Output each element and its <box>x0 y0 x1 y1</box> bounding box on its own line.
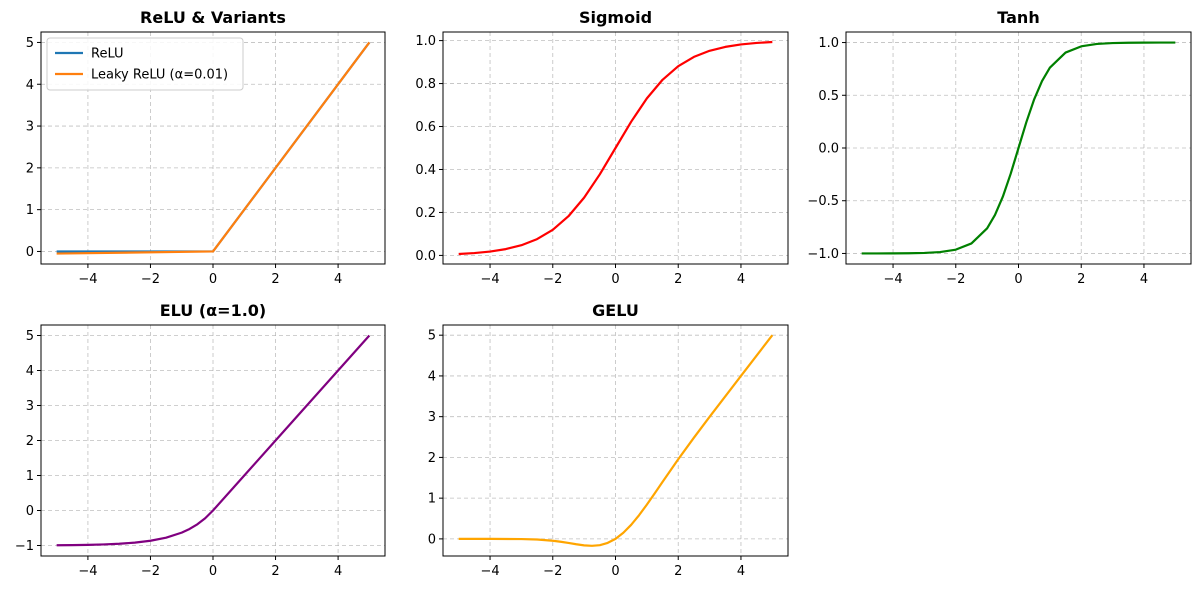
x-tick-label: 0 <box>1014 272 1022 287</box>
chart-title: ELU (α=1.0) <box>160 301 266 320</box>
x-tick-label: 4 <box>1140 272 1148 287</box>
series-line-1 <box>458 40 773 256</box>
y-tick-label: 0.0 <box>415 249 436 264</box>
y-tick-label: −1.0 <box>807 247 839 262</box>
y-tick-label: 1 <box>428 492 436 507</box>
y-tick-label: 0.2 <box>415 206 436 221</box>
x-tick-label: −4 <box>480 564 499 579</box>
y-tick-label: 0.8 <box>415 77 436 92</box>
series-line-1 <box>458 334 774 547</box>
chart-panel-4: −4 −2 0 2 4 −1 0 1 2 3 4 5 ELU (α=1.0) <box>15 301 386 579</box>
y-tick-label: 0.5 <box>818 89 839 104</box>
chart-panel-1: −4 −2 0 2 4 0 1 2 3 4 5 ReLU & Variants ReLU Leaky Re… <box>26 8 386 287</box>
series-line-1 <box>861 41 1176 255</box>
x-tick-label: −2 <box>543 564 562 579</box>
chart-panel-3: −4 −2 0 2 4 −1.0 −0.5 0.0 0.5 1.0 Tanh <box>807 8 1192 287</box>
x-tick-label: −4 <box>78 564 97 579</box>
y-tick-label: 1 <box>26 203 34 218</box>
x-tick-label: 0 <box>209 564 217 579</box>
x-tick-label: 2 <box>271 564 279 579</box>
chart-title: GELU <box>592 301 639 320</box>
legend-label: Leaky ReLU (α=0.01) <box>91 68 228 83</box>
x-tick-label: −4 <box>883 272 902 287</box>
y-tick-label: 4 <box>26 364 34 379</box>
y-tick-label: 1.0 <box>818 36 839 51</box>
x-tick-label: 2 <box>1077 272 1085 287</box>
legend-label: ReLU <box>91 47 124 62</box>
y-tick-label: 0 <box>428 532 436 547</box>
y-tick-label: 3 <box>428 410 436 425</box>
y-tick-label: 0 <box>26 245 34 260</box>
x-tick-label: 2 <box>674 272 682 287</box>
x-tick-label: −2 <box>141 272 160 287</box>
x-tick-label: −2 <box>141 564 160 579</box>
x-tick-label: 4 <box>737 564 745 579</box>
y-tick-label: 5 <box>26 329 34 344</box>
x-tick-label: 2 <box>271 272 279 287</box>
legend-box <box>46 37 244 91</box>
x-tick-label: 0 <box>611 564 619 579</box>
y-tick-label: 3 <box>26 120 34 135</box>
x-tick-label: 2 <box>674 564 682 579</box>
x-tick-label: 4 <box>737 272 745 287</box>
y-tick-label: 1 <box>26 469 34 484</box>
y-tick-label: 4 <box>428 369 436 384</box>
chart-title: Tanh <box>997 8 1039 27</box>
chart-title: ReLU & Variants <box>140 8 286 27</box>
y-tick-label: 3 <box>26 399 34 414</box>
x-tick-label: −4 <box>78 272 97 287</box>
y-tick-label: 1.0 <box>415 34 436 49</box>
y-tick-label: −0.5 <box>807 194 839 209</box>
y-tick-label: 0.0 <box>818 142 839 157</box>
series-line-2 <box>56 41 371 255</box>
chart-title: Sigmoid <box>579 8 652 27</box>
x-tick-label: −4 <box>480 272 499 287</box>
x-tick-label: 4 <box>334 564 342 579</box>
y-tick-label: 2 <box>428 451 436 466</box>
x-tick-label: 0 <box>209 272 217 287</box>
legend: ReLU Leaky ReLU (α=0.01) <box>46 37 244 91</box>
y-tick-label: 5 <box>26 36 34 51</box>
y-tick-label: 5 <box>428 329 436 344</box>
x-tick-label: 4 <box>334 272 342 287</box>
x-tick-label: −2 <box>543 272 562 287</box>
series-line-1 <box>56 334 371 547</box>
y-tick-label: 0.4 <box>415 163 436 178</box>
chart-panel-5: −4 −2 0 2 4 0 1 2 3 4 5 GELU <box>428 301 789 579</box>
y-tick-label: 0 <box>26 504 34 519</box>
y-tick-label: 2 <box>26 161 34 176</box>
chart-panel-2: −4 −2 0 2 4 0.0 0.2 0.4 0.6 0.8 1.0 Sigmoid <box>415 8 789 287</box>
x-tick-label: 0 <box>611 272 619 287</box>
y-tick-label: 4 <box>26 78 34 93</box>
y-tick-label: −1 <box>15 539 34 554</box>
y-tick-label: 0.6 <box>415 120 436 135</box>
y-tick-label: 2 <box>26 434 34 449</box>
x-tick-label: −2 <box>946 272 965 287</box>
